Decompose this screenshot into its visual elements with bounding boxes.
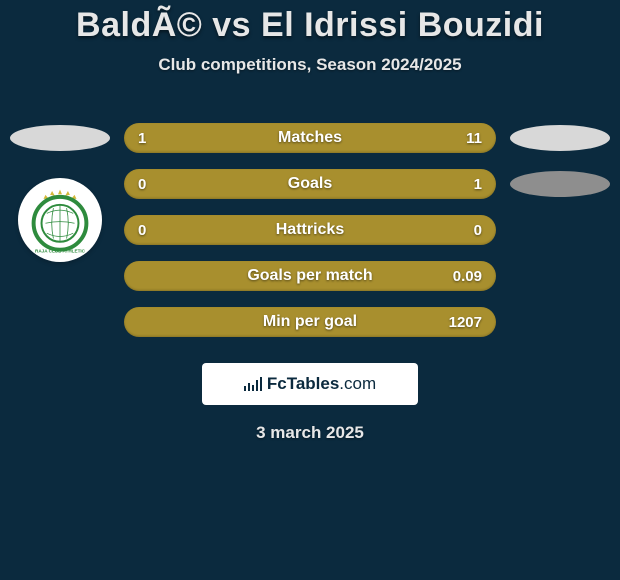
branding-text: FcTables.com	[267, 374, 376, 394]
stat-bar: 1 Matches 11	[124, 123, 496, 153]
stat-row: Goals per match 0.09	[0, 253, 620, 299]
stat-value-right: 11	[446, 130, 482, 147]
stat-label: Min per goal	[124, 313, 496, 331]
raja-crest-icon: RAJA CLUB ATHLETIC	[27, 187, 93, 253]
stat-label: Hattricks	[124, 221, 496, 239]
left-club-oval	[10, 125, 110, 151]
comparison-card: BaldÃ© vs El Idrissi Bouzidi Club compet…	[0, 0, 620, 580]
branding-domain: .com	[339, 374, 376, 393]
stat-row: 1 Matches 11	[0, 115, 620, 161]
stat-value-left: 0	[138, 176, 174, 193]
branding-name: FcTables	[267, 374, 339, 393]
stat-label: Goals per match	[124, 267, 496, 285]
stat-bar: Min per goal 1207	[124, 307, 496, 337]
page-title: BaldÃ© vs El Idrissi Bouzidi	[0, 0, 620, 45]
stat-value-left: 1	[138, 130, 174, 147]
stat-label: Goals	[124, 175, 496, 193]
subtitle: Club competitions, Season 2024/2025	[0, 55, 620, 75]
stat-value-right: 0.09	[446, 268, 482, 285]
stat-value-left: 0	[138, 222, 174, 239]
svg-text:RAJA CLUB ATHLETIC: RAJA CLUB ATHLETIC	[35, 248, 86, 253]
stat-value-right: 1	[446, 176, 482, 193]
stat-bar: 0 Hattricks 0	[124, 215, 496, 245]
bar-chart-icon	[244, 377, 264, 391]
stat-value-right: 0	[446, 222, 482, 239]
stat-label: Matches	[124, 129, 496, 147]
stat-value-right: 1207	[446, 314, 482, 331]
stat-bar: Goals per match 0.09	[124, 261, 496, 291]
right-club-oval	[510, 171, 610, 197]
stat-row: Min per goal 1207	[0, 299, 620, 345]
stat-bar: 0 Goals 1	[124, 169, 496, 199]
right-club-oval	[510, 125, 610, 151]
date-label: 3 march 2025	[0, 423, 620, 443]
branding-box: FcTables.com	[202, 363, 418, 405]
club-badge-left: RAJA CLUB ATHLETIC	[18, 178, 102, 262]
